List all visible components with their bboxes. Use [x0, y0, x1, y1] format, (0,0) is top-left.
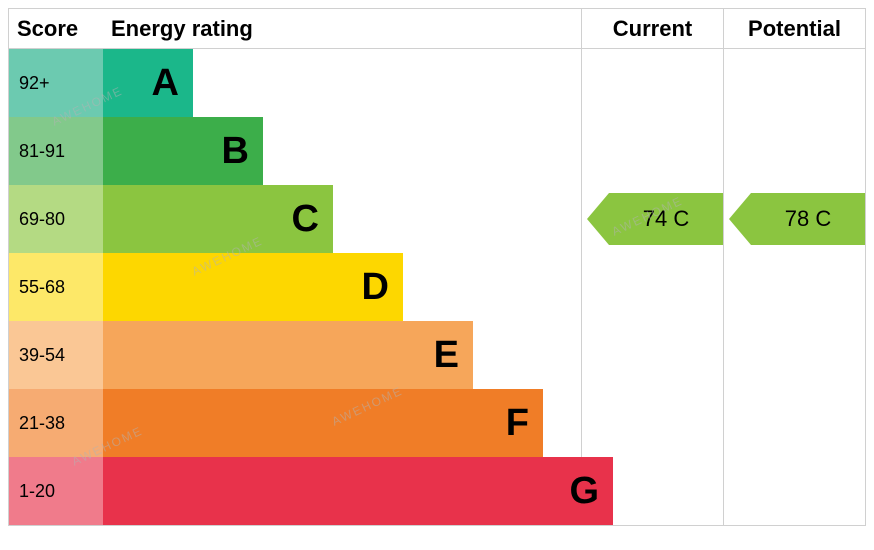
score-cell-g: 1-20: [9, 457, 103, 525]
bar-cell-e: E: [103, 321, 581, 389]
current-pointer-label: 74 C: [609, 193, 723, 245]
rating-bar-e: E: [103, 321, 473, 389]
band-row-c: 69-80 C 74 C 78 C: [9, 185, 865, 253]
score-cell-a: 92+: [9, 49, 103, 117]
arrow-left-icon: [587, 193, 609, 245]
bar-cell-d: D: [103, 253, 581, 321]
current-col-cell: [581, 117, 723, 185]
chart-body: 92+ A 81-91 B 69-80 C 74 C 78 C 55-68 D 39-54 E 21-3…: [9, 49, 865, 525]
header-rating: Energy rating: [103, 9, 581, 48]
rating-letter-a: A: [152, 62, 179, 105]
score-cell-f: 21-38: [9, 389, 103, 457]
potential-col-cell: [723, 457, 865, 525]
rating-letter-e: E: [434, 334, 459, 377]
bar-cell-a: A: [103, 49, 581, 117]
rating-letter-b: B: [222, 130, 249, 173]
rating-letter-f: F: [506, 402, 529, 445]
rating-bar-a: A: [103, 49, 193, 117]
rating-bar-c: C: [103, 185, 333, 253]
bar-cell-c: C: [103, 185, 581, 253]
rating-bar-f: F: [103, 389, 543, 457]
header-potential: Potential: [723, 9, 865, 48]
rating-letter-c: C: [292, 198, 319, 241]
potential-col-cell: [723, 321, 865, 389]
potential-pointer: 78 C: [729, 193, 865, 245]
rating-bar-g: G: [103, 457, 613, 525]
bar-cell-g: G: [103, 457, 581, 525]
potential-col-cell: [723, 117, 865, 185]
band-row-b: 81-91 B: [9, 117, 865, 185]
bar-cell-b: B: [103, 117, 581, 185]
band-row-e: 39-54 E: [9, 321, 865, 389]
potential-col-cell: [723, 253, 865, 321]
rating-bar-d: D: [103, 253, 403, 321]
energy-rating-chart: Score Energy rating Current Potential 92…: [8, 8, 866, 526]
current-pointer: 74 C: [587, 193, 723, 245]
band-row-d: 55-68 D: [9, 253, 865, 321]
band-row-g: 1-20G: [9, 457, 865, 525]
current-col-cell: [581, 321, 723, 389]
rating-bar-b: B: [103, 117, 263, 185]
score-cell-b: 81-91: [9, 117, 103, 185]
rating-letter-d: D: [362, 266, 389, 309]
current-col-cell: [581, 253, 723, 321]
score-cell-e: 39-54: [9, 321, 103, 389]
potential-pointer-label: 78 C: [751, 193, 865, 245]
current-col-cell: [581, 389, 723, 457]
header-score: Score: [9, 9, 103, 48]
potential-col-cell: [723, 49, 865, 117]
potential-col-cell: [723, 389, 865, 457]
header-row: Score Energy rating Current Potential: [9, 9, 865, 49]
rating-letter-g: G: [569, 470, 599, 513]
band-row-a: 92+ A: [9, 49, 865, 117]
bar-cell-f: F: [103, 389, 581, 457]
header-current: Current: [581, 9, 723, 48]
score-cell-c: 69-80: [9, 185, 103, 253]
current-col-cell: [581, 49, 723, 117]
band-row-f: 21-38 F: [9, 389, 865, 457]
score-cell-d: 55-68: [9, 253, 103, 321]
arrow-left-icon: [729, 193, 751, 245]
